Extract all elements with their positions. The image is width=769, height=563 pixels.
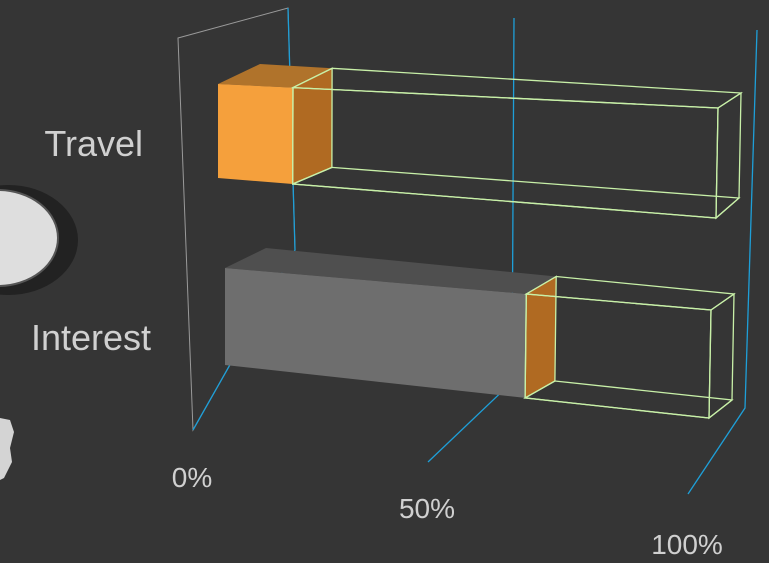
x-tick-label-100: 100% — [651, 529, 723, 560]
left-edge-decoration — [0, 185, 78, 480]
bar-end-cap-travel — [292, 67, 333, 185]
bar-travel — [218, 64, 744, 220]
x-tick-label-0: 0% — [172, 462, 212, 493]
gridline-100 — [687, 29, 758, 495]
bar-front-face-travel — [218, 84, 293, 184]
bar-front-face-interest — [225, 268, 527, 398]
track-bottom-travel — [292, 166, 741, 219]
category-label-interest: Interest — [31, 317, 151, 358]
gridline-50 — [427, 17, 515, 463]
bars-layer — [218, 64, 744, 420]
bar-interest — [225, 248, 736, 420]
track-top-travel — [290, 67, 744, 109]
x-tick-label-50: 50% — [399, 493, 455, 524]
track-front-travel — [292, 86, 719, 219]
track-top-interest — [524, 275, 736, 311]
bar-top-face-interest — [225, 248, 557, 294]
track-bottom-interest — [523, 380, 734, 419]
category-label-travel: Travel — [44, 123, 143, 164]
